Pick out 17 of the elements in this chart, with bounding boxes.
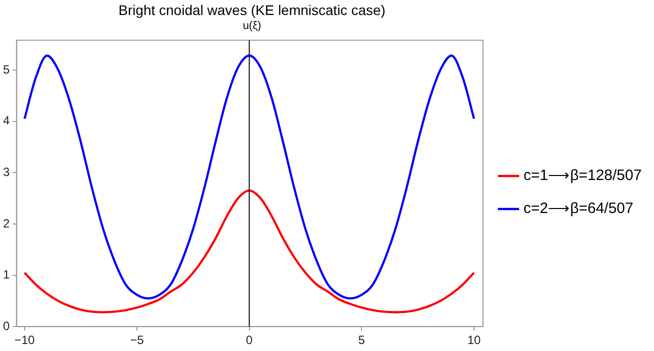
- y-tick-label: 3: [2, 164, 10, 179]
- x-tick-label: 0: [246, 333, 253, 348]
- y-tick-label: 4: [2, 114, 10, 128]
- y-tick-label: 0: [2, 318, 10, 333]
- y-axis-title: u(ξ): [242, 20, 262, 32]
- y-tick-label: 2: [2, 216, 10, 230]
- line-series: [23, 189, 476, 314]
- x-tick-label: 5: [358, 333, 366, 348]
- legend-label: c=1⟶β=128/507: [524, 167, 642, 184]
- line-series: [23, 54, 476, 300]
- y-tick-label: 1: [2, 268, 10, 282]
- x-tick-label: −5: [130, 333, 144, 348]
- legend-label: c=2⟶β=64/507: [524, 200, 634, 218]
- x-tick-label: 10: [467, 333, 482, 348]
- x-tick-label: −10: [14, 333, 36, 348]
- chart-title: Bright cnoidal waves (KE lemniscatic case): [118, 2, 386, 18]
- y-tick-label: 5: [2, 62, 10, 76]
